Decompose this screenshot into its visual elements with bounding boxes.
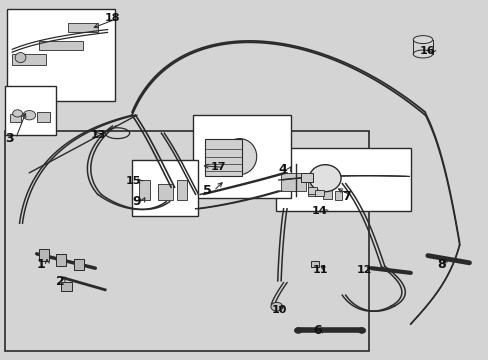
Circle shape <box>357 328 365 333</box>
Bar <box>334 191 342 200</box>
Bar <box>61 282 72 291</box>
Bar <box>315 190 324 196</box>
Bar <box>307 182 320 196</box>
Bar <box>68 23 98 32</box>
Polygon shape <box>276 148 410 211</box>
Polygon shape <box>7 9 115 101</box>
Bar <box>310 261 319 267</box>
Circle shape <box>294 328 302 333</box>
Ellipse shape <box>309 165 341 192</box>
Text: 1: 1 <box>37 258 45 271</box>
Text: 7: 7 <box>342 190 350 203</box>
Ellipse shape <box>15 53 26 63</box>
Text: 2: 2 <box>56 275 65 288</box>
Text: 4: 4 <box>278 163 287 176</box>
Text: 11: 11 <box>312 265 328 275</box>
Text: 17: 17 <box>210 162 225 172</box>
Text: 14: 14 <box>311 206 326 216</box>
Text: 9: 9 <box>132 195 141 208</box>
Text: 6: 6 <box>312 324 321 337</box>
Bar <box>205 139 242 176</box>
Text: 18: 18 <box>105 13 121 23</box>
Bar <box>12 54 46 65</box>
Polygon shape <box>5 86 56 135</box>
Text: 15: 15 <box>126 176 141 186</box>
Bar <box>322 187 331 199</box>
Circle shape <box>13 110 22 117</box>
Bar <box>300 173 312 182</box>
Circle shape <box>23 111 36 120</box>
Text: 5: 5 <box>203 184 211 197</box>
Text: 10: 10 <box>271 305 286 315</box>
Bar <box>74 259 84 270</box>
Text: 3: 3 <box>5 132 14 145</box>
Bar <box>10 114 20 122</box>
Bar <box>307 187 316 194</box>
Ellipse shape <box>222 139 256 175</box>
Text: 8: 8 <box>437 258 446 271</box>
Text: 12: 12 <box>356 265 372 275</box>
Circle shape <box>270 302 282 311</box>
Bar <box>176 180 187 200</box>
Bar <box>39 41 83 50</box>
Text: 16: 16 <box>419 46 434 56</box>
Ellipse shape <box>412 36 432 44</box>
Ellipse shape <box>412 50 432 58</box>
Polygon shape <box>132 160 198 216</box>
Bar <box>37 112 50 122</box>
Polygon shape <box>5 131 368 351</box>
Bar <box>281 173 305 191</box>
Bar <box>39 249 49 261</box>
Polygon shape <box>193 115 290 198</box>
Bar <box>56 254 66 266</box>
Bar <box>158 184 172 200</box>
Text: 13: 13 <box>90 130 105 140</box>
Bar <box>139 180 150 200</box>
